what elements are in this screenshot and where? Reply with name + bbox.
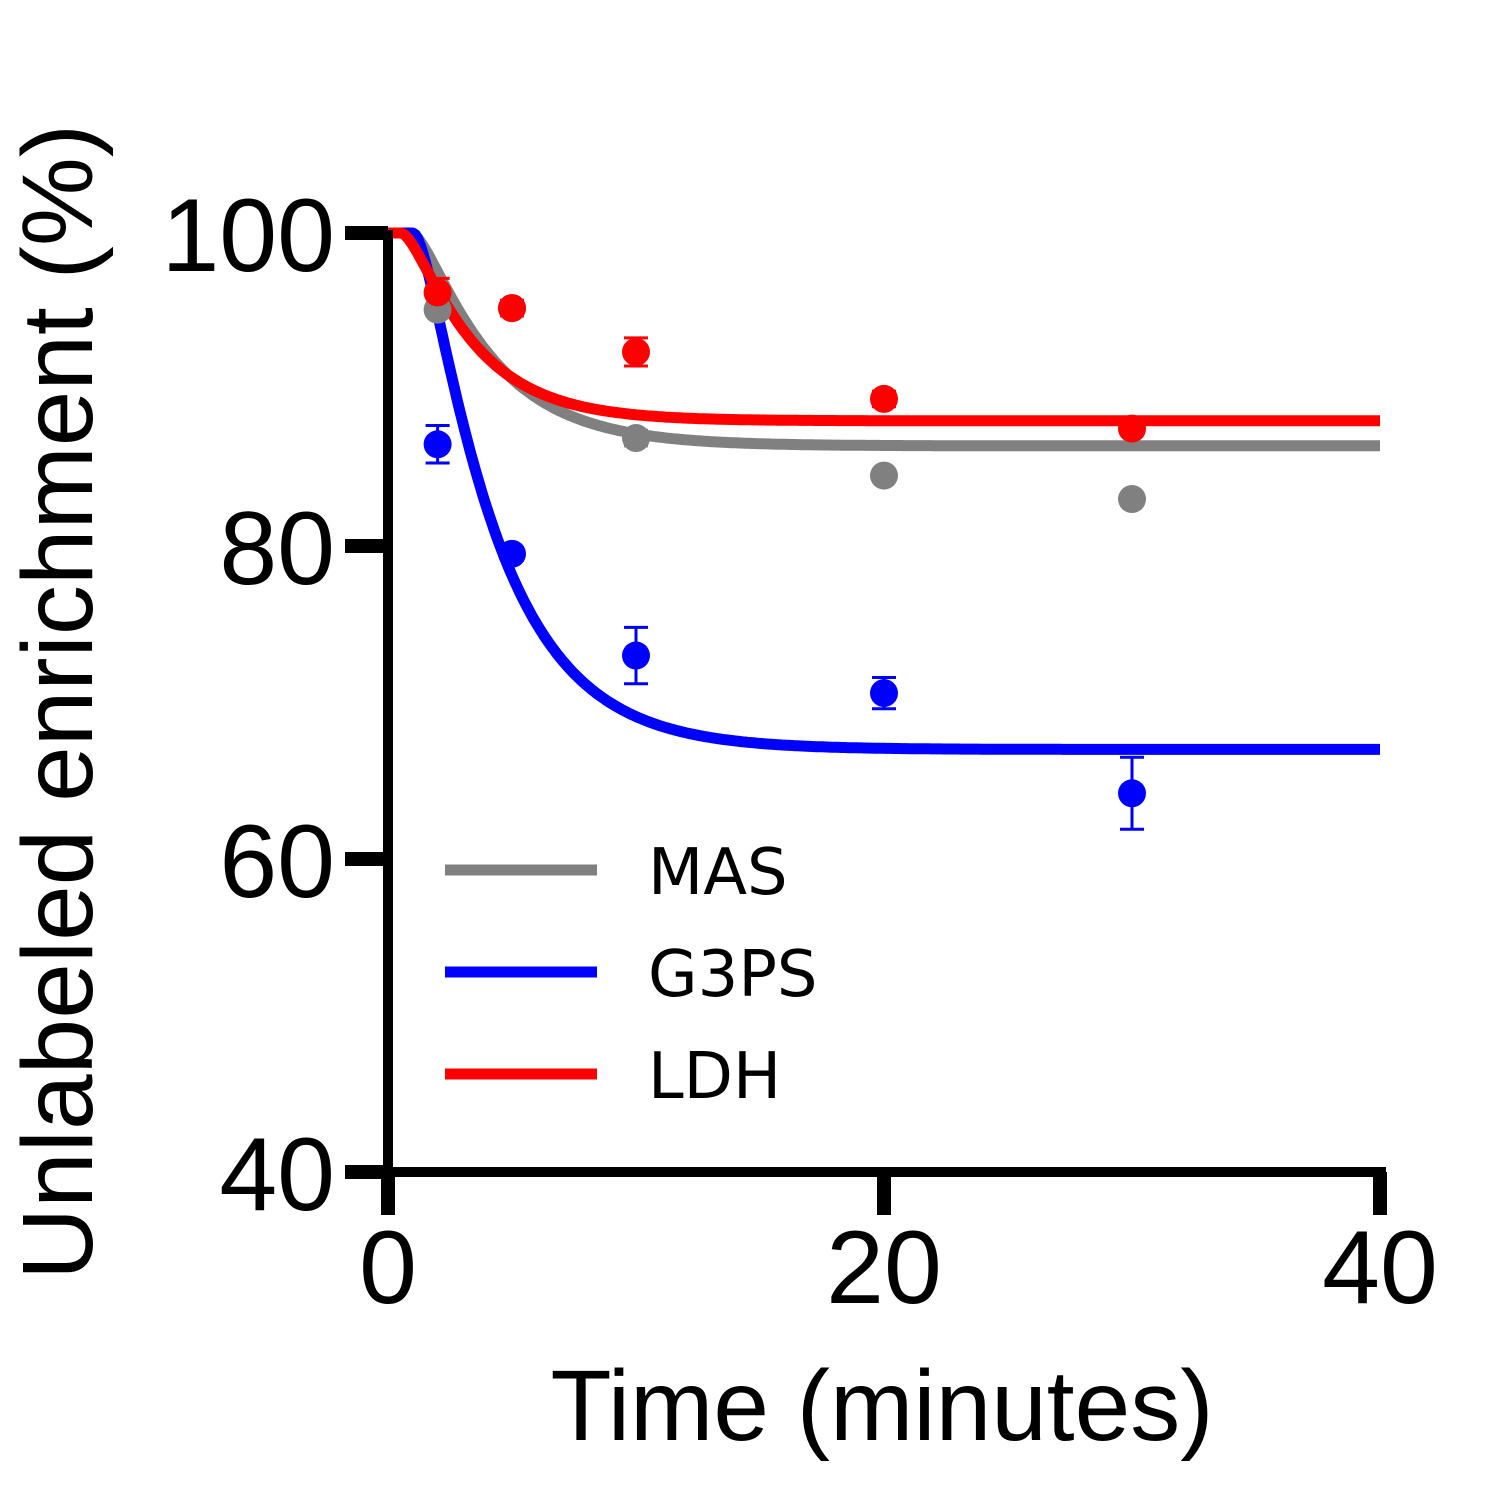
y-axis-title: Unlabeled enrichment (%) (2, 124, 114, 1280)
data-point-mas (870, 461, 898, 490)
legend-label-mas: MAS (648, 836, 788, 910)
y-tick-label: 100 (161, 178, 335, 294)
data-point-ldh (498, 294, 526, 323)
data-point-g3ps (423, 430, 452, 459)
fit-curves (385, 227, 1383, 755)
data-point-ldh (622, 337, 650, 366)
data-point-ldh (870, 384, 898, 413)
y-tick-label: 80 (219, 491, 335, 607)
data-point-g3ps (1118, 779, 1146, 808)
legend-item-g3ps: G3PS (445, 938, 818, 1012)
fit-curve-ldh (385, 227, 1383, 427)
x-tick-label: 20 (826, 1210, 942, 1326)
data-points (423, 278, 1146, 808)
data-point-g3ps (498, 539, 526, 568)
data-point-g3ps (622, 641, 650, 670)
legend: MAS G3PS LDH (445, 836, 818, 1114)
legend-label-ldh: LDH (648, 1040, 781, 1114)
x-axis-title: Time (minutes) (550, 1350, 1213, 1462)
axis-ticks: 40 60 80 100 0 20 40 (161, 178, 1437, 1326)
data-point-mas (1118, 485, 1146, 514)
y-tick-label: 40 (219, 1117, 335, 1233)
data-point-g3ps (870, 679, 898, 708)
y-tick-label: 60 (219, 804, 335, 920)
x-tick-label: 0 (359, 1210, 417, 1326)
fit-curve-mas (385, 227, 1383, 452)
legend-label-g3ps: G3PS (648, 938, 818, 1012)
data-point-ldh (423, 278, 452, 307)
x-tick-label: 40 (1322, 1210, 1438, 1326)
data-point-ldh (1118, 414, 1146, 443)
legend-item-ldh: LDH (445, 1040, 781, 1114)
data-point-mas (622, 424, 650, 453)
fit-curve-g3ps (385, 227, 1383, 755)
legend-item-mas: MAS (445, 836, 788, 910)
